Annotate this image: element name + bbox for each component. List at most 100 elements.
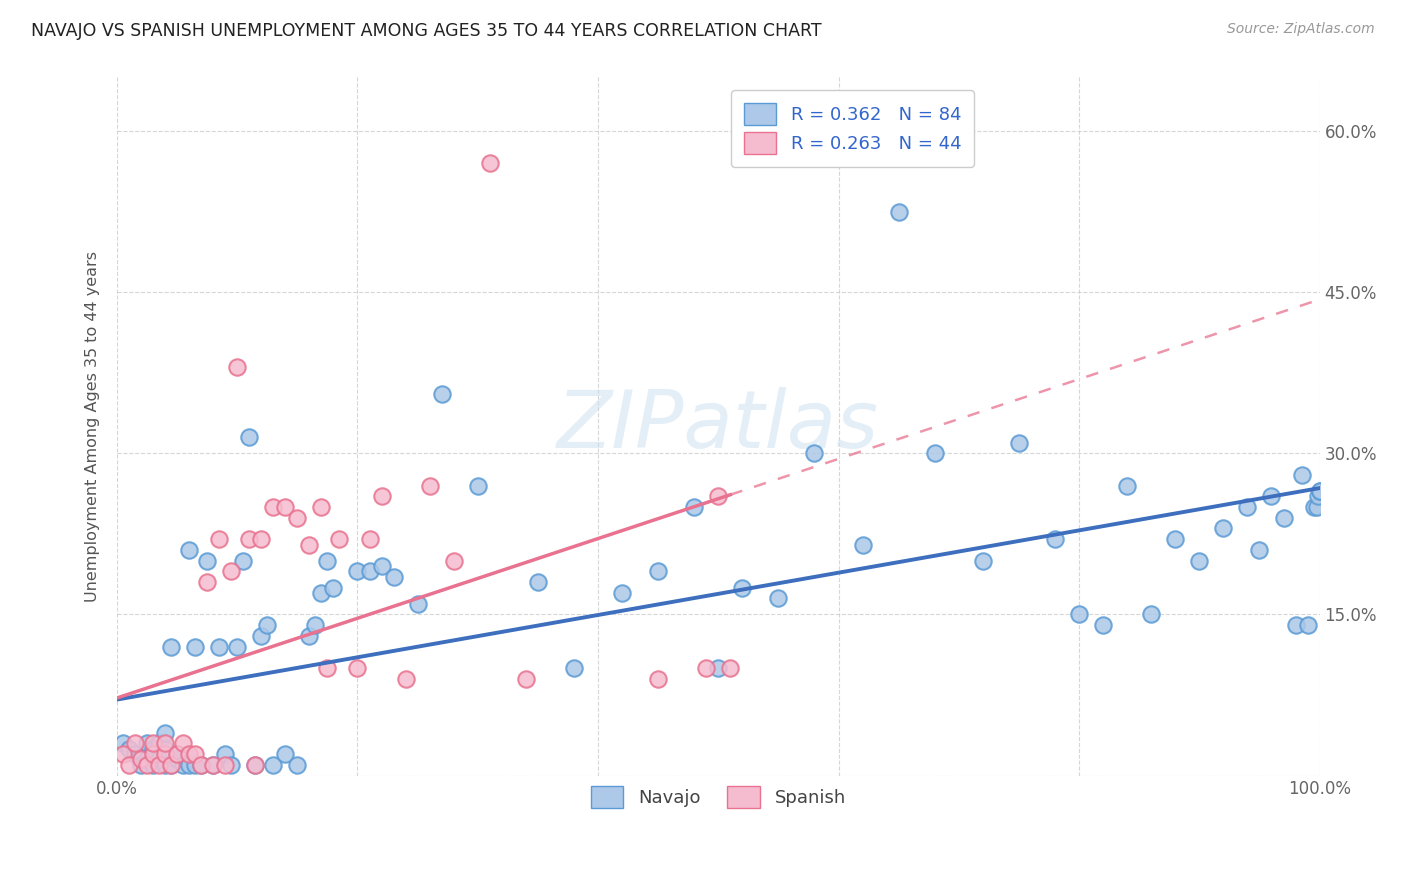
Point [707, 661, 730, 675]
Point [256, 618, 278, 632]
Point [298, 538, 321, 552]
Point [1272, 510, 1295, 524]
Point [322, 581, 344, 595]
Point [311, 586, 333, 600]
Point [166, 747, 188, 761]
Point [467, 478, 489, 492]
Point [382, 570, 405, 584]
Point [359, 533, 381, 547]
Point [1309, 483, 1331, 498]
Point [695, 661, 717, 675]
Point [1043, 533, 1066, 547]
Point [803, 446, 825, 460]
Legend: Navajo, Spanish: Navajo, Spanish [583, 779, 853, 815]
Point [160, 757, 183, 772]
Text: Source: ZipAtlas.com: Source: ZipAtlas.com [1227, 22, 1375, 37]
Point [768, 591, 790, 606]
Point [1140, 607, 1163, 622]
Point [647, 672, 669, 686]
Point [887, 204, 910, 219]
Point [208, 533, 231, 547]
Point [129, 752, 152, 766]
Point [195, 554, 218, 568]
Point [214, 757, 236, 772]
Point [184, 757, 207, 772]
Point [1284, 618, 1306, 632]
Point [148, 757, 170, 772]
Point [262, 500, 284, 514]
Point [419, 478, 441, 492]
Point [359, 565, 381, 579]
Point [406, 597, 429, 611]
Point [394, 672, 416, 686]
Point [515, 672, 537, 686]
Point [1291, 467, 1313, 482]
Point [166, 747, 188, 761]
Point [166, 752, 188, 766]
Point [370, 489, 392, 503]
Point [1302, 500, 1324, 514]
Point [118, 741, 141, 756]
Point [316, 554, 339, 568]
Point [172, 736, 194, 750]
Point [208, 640, 231, 654]
Point [430, 387, 453, 401]
Point [443, 554, 465, 568]
Point [527, 575, 550, 590]
Point [1309, 483, 1331, 498]
Point [346, 565, 368, 579]
Point [172, 757, 194, 772]
Point [153, 747, 176, 761]
Point [262, 757, 284, 772]
Point [370, 559, 392, 574]
Point [202, 757, 225, 772]
Point [647, 565, 669, 579]
Point [190, 757, 212, 772]
Point [238, 430, 260, 444]
Point [562, 661, 585, 675]
Point [1306, 500, 1329, 514]
Point [160, 640, 183, 654]
Point [179, 543, 201, 558]
Point [245, 757, 267, 772]
Point [195, 575, 218, 590]
Point [190, 757, 212, 772]
Point [852, 538, 875, 552]
Point [142, 757, 165, 772]
Point [1067, 607, 1090, 622]
Point [179, 747, 201, 761]
Point [226, 360, 249, 375]
Point [142, 747, 165, 761]
Point [1008, 435, 1031, 450]
Point [274, 747, 297, 761]
Point [136, 736, 159, 750]
Point [214, 747, 236, 761]
Point [184, 747, 207, 761]
Point [118, 757, 141, 772]
Point [1308, 489, 1330, 503]
Point [274, 500, 297, 514]
Point [124, 747, 146, 761]
Point [316, 661, 339, 675]
Point [346, 661, 368, 675]
Point [1188, 554, 1211, 568]
Point [136, 752, 159, 766]
Point [1236, 500, 1258, 514]
Point [1092, 618, 1115, 632]
Y-axis label: Unemployment Among Ages 35 to 44 years: Unemployment Among Ages 35 to 44 years [86, 251, 100, 602]
Point [124, 736, 146, 750]
Point [311, 500, 333, 514]
Point [610, 586, 633, 600]
Point [129, 757, 152, 772]
Point [184, 640, 207, 654]
Point [136, 757, 159, 772]
Point [285, 510, 308, 524]
Point [1260, 489, 1282, 503]
Point [718, 661, 741, 675]
Point [298, 629, 321, 643]
Point [148, 736, 170, 750]
Point [478, 156, 501, 170]
Point [731, 581, 754, 595]
Point [142, 736, 165, 750]
Point [160, 757, 183, 772]
